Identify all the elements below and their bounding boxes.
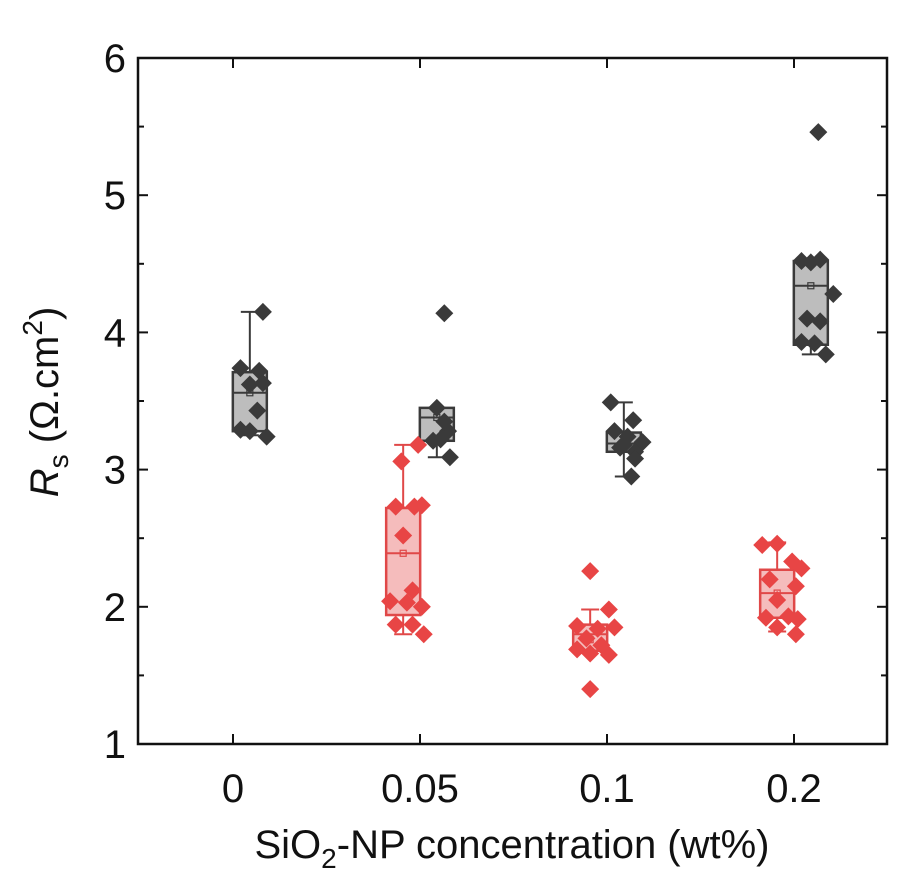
data-point xyxy=(253,374,272,393)
box-group-gray-0.1 xyxy=(601,393,652,486)
data-point xyxy=(626,449,645,468)
x-axis-title-prefix: SiO xyxy=(254,823,321,867)
data-point xyxy=(435,304,454,323)
data-point xyxy=(601,393,620,412)
box-group-red-0.05 xyxy=(381,435,433,644)
y-axis-title-superscript: 2 xyxy=(17,320,48,336)
y-tick-label: 5 xyxy=(104,174,126,218)
data-point xyxy=(792,333,811,352)
y-tick-label: 1 xyxy=(104,723,126,767)
data-point xyxy=(599,645,618,664)
y-axis-title-unit: (Ω.cm xyxy=(23,336,67,455)
data-point xyxy=(394,526,413,545)
data-point xyxy=(756,608,775,627)
mean-marker xyxy=(399,549,407,557)
data-point xyxy=(809,123,828,142)
box-group-gray-0.2 xyxy=(792,123,843,364)
data-point xyxy=(768,618,787,637)
data-point xyxy=(805,334,824,353)
data-point xyxy=(824,284,843,303)
data-point xyxy=(577,629,596,648)
data-point xyxy=(440,448,459,467)
data-point xyxy=(435,412,454,431)
data-point xyxy=(427,398,446,417)
data-point xyxy=(811,312,830,331)
data-point xyxy=(412,496,431,515)
x-tick-label: 0.05 xyxy=(381,767,459,811)
data-point xyxy=(381,592,400,611)
data-point xyxy=(816,345,835,364)
box-group-red-0.2 xyxy=(753,534,811,644)
data-point xyxy=(581,644,600,663)
data-point xyxy=(240,422,259,441)
axes: 1 2 3 4 5 6 0 0.05 0.1 0.2 xyxy=(104,37,887,811)
data-point xyxy=(605,422,624,441)
y-axis-title-subscript: s xyxy=(43,454,74,468)
x-axis-title-suffix: -NP concentration (wt%) xyxy=(337,823,770,867)
y-tick-label: 3 xyxy=(104,449,126,493)
data-point xyxy=(753,536,772,555)
y-tick-label: 4 xyxy=(104,311,126,355)
x-tick-label: 0.1 xyxy=(579,767,635,811)
data-point xyxy=(768,534,787,553)
y-axis-title: Rs (Ω.cm2) xyxy=(17,307,74,498)
y-tick-label: 6 xyxy=(104,37,126,81)
data-point xyxy=(386,497,405,516)
data-point xyxy=(397,593,416,612)
y-axis-title-unit-close: ) xyxy=(23,307,67,320)
data-point xyxy=(624,411,643,430)
x-tick-label: 0.2 xyxy=(766,767,822,811)
data-point xyxy=(231,359,250,378)
data-point xyxy=(786,577,805,596)
data-point xyxy=(786,625,805,644)
data-point xyxy=(253,302,272,321)
data-point xyxy=(581,680,600,699)
box-group-gray-0 xyxy=(231,302,276,446)
data-point xyxy=(412,597,431,616)
data-point xyxy=(605,618,624,637)
x-axis-title-subscript: 2 xyxy=(321,843,337,874)
data-point xyxy=(622,467,641,486)
data-point xyxy=(240,375,259,394)
data-point xyxy=(403,615,422,634)
data-point xyxy=(568,617,587,636)
data-point xyxy=(788,610,807,629)
data-point xyxy=(768,590,787,609)
data-point xyxy=(614,435,633,454)
data-point xyxy=(581,562,600,581)
data-point xyxy=(792,559,811,578)
box xyxy=(792,259,830,346)
box-group-gray-0.05 xyxy=(418,304,459,467)
data-point xyxy=(811,250,830,269)
data-point xyxy=(386,615,405,634)
y-axis-title-symbol: R xyxy=(23,468,67,497)
mean-marker xyxy=(807,282,815,290)
data-point xyxy=(409,435,428,454)
data-point xyxy=(599,600,618,619)
y-tick-label: 2 xyxy=(104,586,126,630)
x-tick-label: 0 xyxy=(222,767,244,811)
data-point xyxy=(798,309,817,328)
data-point xyxy=(588,619,607,638)
box-group-red-0.1 xyxy=(568,562,624,699)
data-point xyxy=(257,427,276,446)
plot-area xyxy=(231,123,843,699)
data-point xyxy=(392,452,411,471)
data-point xyxy=(248,401,267,420)
x-axis-title: SiO2-NP concentration (wt%) xyxy=(254,823,769,874)
data-point xyxy=(760,570,779,589)
data-point xyxy=(414,625,433,644)
